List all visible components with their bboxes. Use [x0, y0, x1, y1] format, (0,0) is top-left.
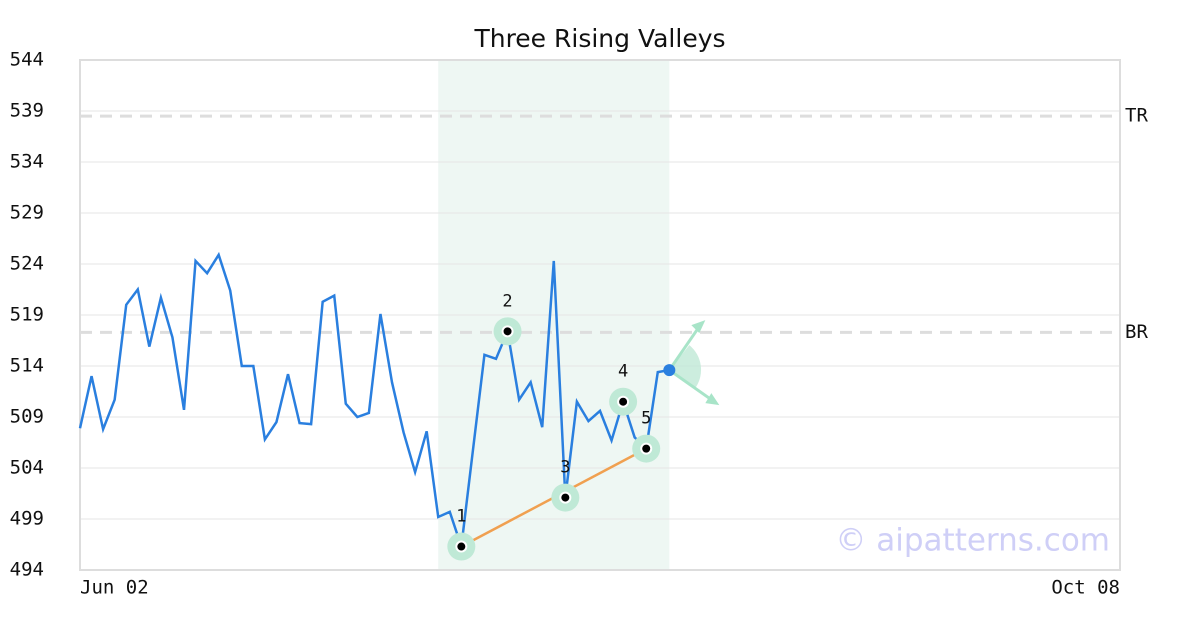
chart-title: Three Rising Valleys: [473, 24, 725, 53]
pattern-label: 1: [456, 507, 466, 527]
pattern-label: 2: [502, 291, 512, 311]
x-tick-label: Oct 08: [1051, 577, 1120, 599]
current-point: [663, 364, 676, 377]
arrow-down: [668, 368, 715, 403]
pattern-label: 5: [641, 409, 651, 429]
price-line: [78, 251, 670, 547]
y-tick-label: 514: [10, 355, 44, 377]
y-tick-label: 519: [10, 304, 44, 326]
y-tick-label: 494: [10, 559, 44, 581]
level-label: BR: [1125, 321, 1148, 343]
pattern-point: [455, 540, 468, 553]
y-tick-label: 534: [10, 151, 44, 173]
x-tick-label: Jun 02: [80, 577, 149, 599]
y-tick-label: 499: [10, 508, 44, 530]
pattern-label: 4: [618, 362, 628, 382]
y-tick-label: 544: [10, 49, 44, 71]
pattern-label: 3: [560, 458, 570, 478]
pattern-point: [501, 325, 514, 338]
y-tick-label: 509: [10, 406, 44, 428]
level-label: TR: [1125, 105, 1148, 127]
y-tick-label: 539: [10, 100, 44, 122]
arrow-down-head: [705, 393, 720, 406]
direction-wedge: [669, 345, 702, 389]
pattern-point: [559, 491, 572, 504]
pattern-point: [617, 395, 630, 408]
arrow-up: [668, 324, 702, 371]
y-tick-label: 529: [10, 202, 44, 224]
y-tick-label: 504: [10, 457, 44, 479]
watermark: © aipatterns.com: [835, 523, 1110, 559]
pattern-point: [640, 442, 653, 455]
y-tick-label: 524: [10, 253, 44, 275]
plot-frame: [79, 59, 1121, 571]
arrow-up-head: [691, 320, 706, 334]
